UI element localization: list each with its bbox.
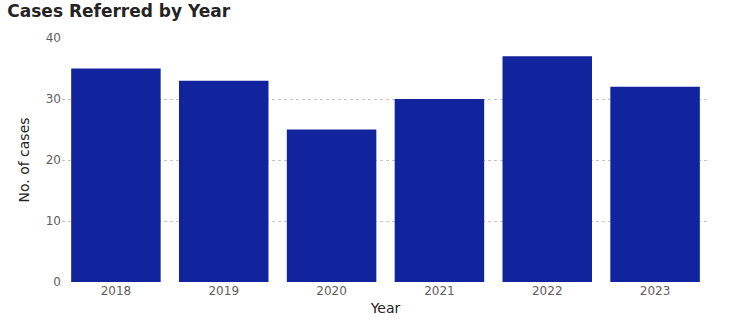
svg-text:2018: 2018 [101,284,132,298]
svg-text:No. of cases: No. of cases [16,117,32,202]
svg-text:2023: 2023 [640,284,671,298]
svg-text:2019: 2019 [208,284,239,298]
svg-text:10: 10 [46,214,61,228]
svg-text:40: 40 [46,31,61,45]
svg-text:Cases Referred by Year: Cases Referred by Year [7,1,230,21]
svg-text:0: 0 [53,275,61,289]
svg-text:20: 20 [46,153,61,167]
svg-text:2021: 2021 [424,284,455,298]
svg-text:Year: Year [370,300,401,316]
svg-text:2020: 2020 [316,284,347,298]
svg-text:2022: 2022 [532,284,563,298]
svg-text:30: 30 [46,92,61,106]
